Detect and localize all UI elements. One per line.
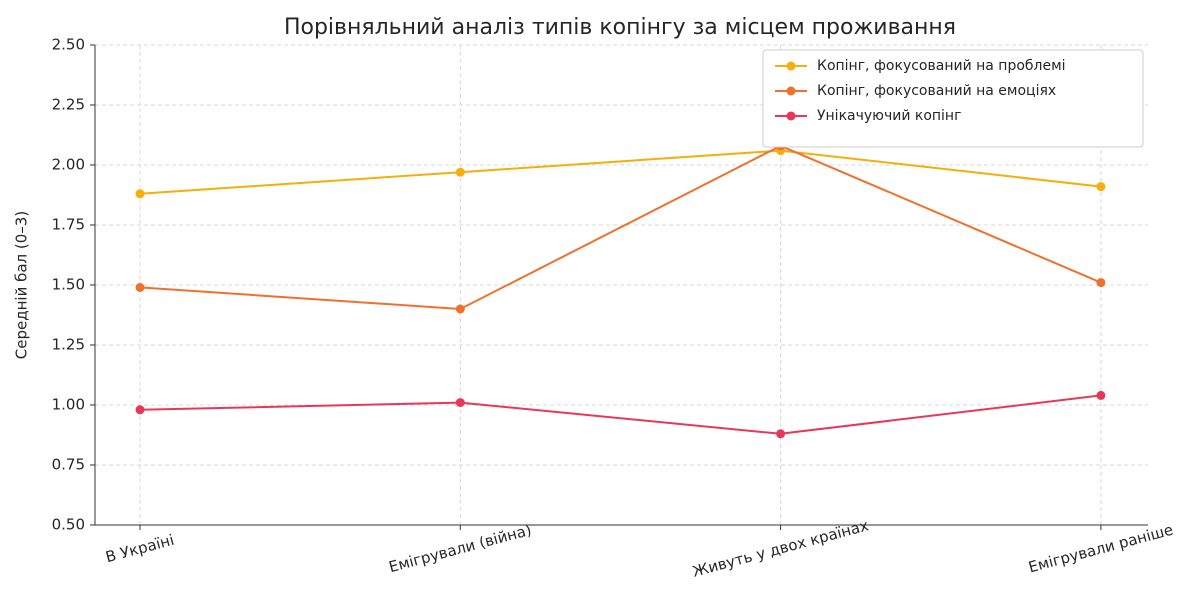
series-line: [139, 144, 1102, 311]
x-tick-label: В Україні: [104, 531, 176, 567]
y-tick-label: 1.25: [52, 336, 85, 354]
data-point: [776, 429, 786, 439]
y-tick-label: 1.00: [52, 396, 85, 414]
chart-title: Порівняльний аналіз типів копінгу за міс…: [284, 15, 956, 40]
legend-marker: [786, 61, 796, 71]
y-tick-label: 2.00: [52, 156, 85, 174]
data-point: [455, 304, 465, 314]
y-axis-label: Середній бал (0–3): [13, 211, 31, 359]
data-point: [455, 398, 465, 408]
data-point: [1096, 390, 1106, 400]
data-point: [135, 282, 145, 292]
y-tick-label: 1.75: [52, 216, 85, 234]
y-tick-label: 0.50: [52, 516, 85, 534]
y-tick-label: 2.25: [52, 96, 85, 114]
data-point: [1096, 182, 1106, 192]
data-point: [455, 167, 465, 177]
legend-label: Унікачуючий копінг: [817, 108, 961, 124]
y-tick-label: 1.50: [52, 276, 85, 294]
y-tick-label: 0.75: [52, 456, 85, 474]
data-point: [135, 189, 145, 199]
legend-box: [762, 49, 1144, 148]
y-tick-label: 2.50: [52, 36, 85, 54]
legend-marker: [786, 111, 796, 121]
series-line: [139, 149, 1102, 195]
legend-marker: [786, 86, 796, 96]
data-point: [135, 405, 145, 415]
series-line: [139, 394, 1102, 435]
data-point: [1096, 278, 1106, 288]
legend-label: Копінг, фокусований на проблемі: [817, 58, 1066, 74]
legend-label: Копінг, фокусований на емоціях: [817, 83, 1056, 99]
